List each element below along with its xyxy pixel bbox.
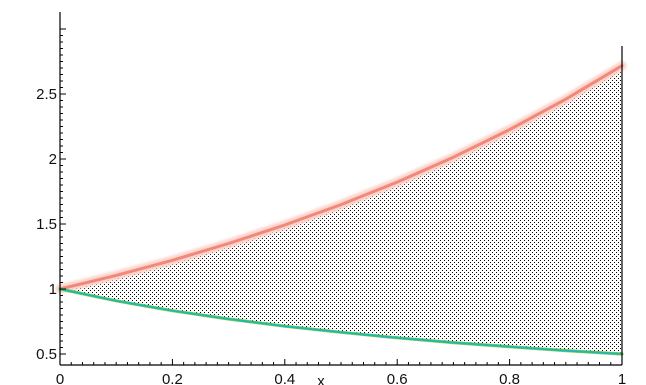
fill-region [60, 65, 622, 354]
y-tick-label: 2 [49, 151, 57, 168]
series-lower-line [59, 288, 623, 355]
x-tick-label: 0.4 [274, 371, 295, 385]
x-tick-label: 0.2 [162, 371, 183, 385]
y-tick-label: 1.5 [36, 216, 57, 233]
x-ticks: 0 0.2 0.4 0.6 0.8 1 [56, 359, 626, 385]
x-tick-label: 1 [618, 371, 626, 385]
x-axis-label: x [317, 373, 325, 385]
series-layer [55, 61, 627, 356]
x-tick-label: 0 [56, 371, 64, 385]
fill-region-layer [60, 65, 622, 354]
y-tick-label: 1 [49, 281, 57, 298]
y-tick-label: 2.5 [36, 86, 57, 103]
y-ticks: 0.5 1 1.5 2 2.5 [36, 28, 66, 363]
series-upper-line [58, 64, 624, 291]
x-tick-label: 0.6 [387, 371, 408, 385]
x-tick-label: 0.8 [499, 371, 520, 385]
y-tick-label: 0.5 [36, 346, 57, 363]
